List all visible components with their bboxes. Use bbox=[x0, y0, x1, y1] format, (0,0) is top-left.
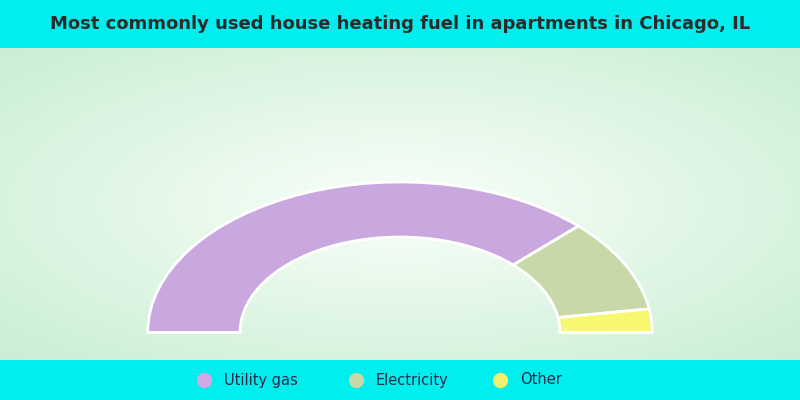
Text: Other: Other bbox=[520, 372, 562, 388]
Text: Electricity: Electricity bbox=[376, 372, 449, 388]
Text: Most commonly used house heating fuel in apartments in Chicago, IL: Most commonly used house heating fuel in… bbox=[50, 15, 750, 33]
Wedge shape bbox=[558, 309, 652, 332]
Wedge shape bbox=[148, 182, 578, 332]
Wedge shape bbox=[513, 226, 650, 318]
Text: Utility gas: Utility gas bbox=[224, 372, 298, 388]
